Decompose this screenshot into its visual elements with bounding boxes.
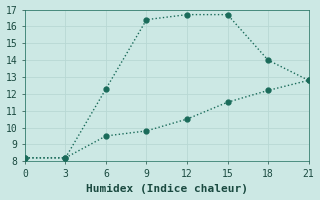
X-axis label: Humidex (Indice chaleur): Humidex (Indice chaleur) — [86, 184, 248, 194]
